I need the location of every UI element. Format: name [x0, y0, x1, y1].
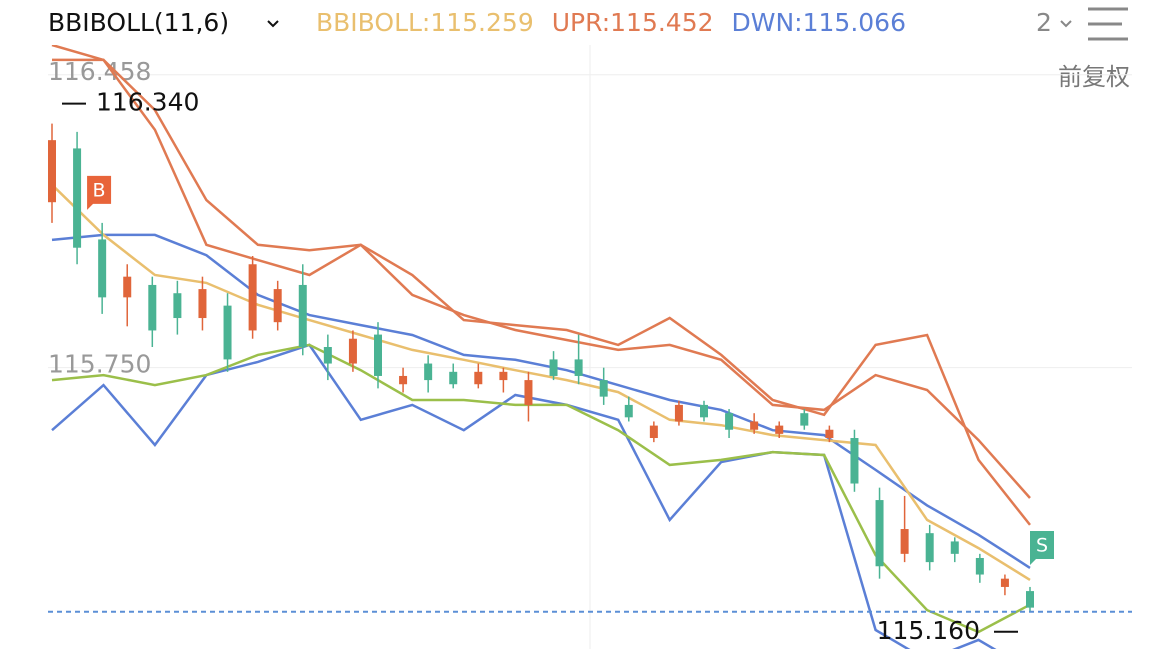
candle-body	[925, 533, 934, 563]
title-chevron[interactable]	[267, 20, 279, 28]
candle-body	[73, 148, 82, 248]
signal-text: B	[93, 179, 106, 201]
period-chevron[interactable]	[1060, 20, 1072, 28]
candle-body	[273, 289, 282, 323]
y-tick-label: 115.750	[48, 350, 151, 379]
candle-body	[148, 284, 157, 331]
signal-badge	[87, 175, 112, 210]
candle-body	[524, 380, 533, 405]
candle-body	[775, 425, 784, 434]
candle-body	[449, 371, 458, 385]
legend-entry: UPR:115.452	[552, 8, 714, 37]
candle-body	[800, 413, 809, 426]
signal-badge	[1030, 530, 1054, 565]
candle-body	[499, 371, 508, 381]
candle-body	[474, 371, 483, 385]
candle-body	[424, 363, 433, 381]
candle-body	[649, 425, 658, 439]
indicator-line	[52, 58, 1031, 499]
candle-body	[850, 438, 859, 484]
candle-body	[574, 359, 583, 376]
candle-body	[348, 338, 357, 364]
candle-body	[173, 293, 182, 319]
candle-body	[374, 334, 382, 376]
indicator-line	[51, 343, 997, 649]
candle-body	[1026, 591, 1034, 608]
candle-body	[98, 239, 107, 298]
y-tick-label: 116.458	[48, 57, 151, 86]
candle-body	[48, 140, 56, 203]
candle-body	[599, 380, 608, 397]
candle-body	[223, 305, 232, 360]
candle-body	[975, 557, 984, 575]
candle-body	[674, 404, 683, 422]
indicator-line	[51, 45, 1031, 526]
candle-body	[198, 289, 207, 319]
adjust-mode[interactable]: 前复权	[1058, 63, 1130, 91]
candle-body	[700, 404, 708, 418]
min-price-label: 115.160	[877, 616, 980, 645]
candle-body	[950, 541, 959, 554]
candle-body	[825, 429, 834, 439]
candle-body	[123, 276, 132, 298]
candle-body	[323, 347, 332, 364]
max-price-label: 116.340	[96, 88, 199, 117]
menu-icon[interactable]	[1088, 7, 1128, 41]
candle-body	[298, 284, 307, 347]
indicator-line	[51, 183, 1031, 581]
candle-body	[725, 413, 734, 430]
signal-text: S	[1036, 534, 1048, 556]
candle-body	[900, 529, 909, 554]
plot-area	[48, 45, 1034, 649]
legend-entry: DWN:115.066	[732, 8, 906, 37]
candle-body	[1000, 578, 1009, 587]
candle-body	[750, 421, 759, 430]
indicator-line	[51, 343, 1031, 634]
legend-entry: BBIBOLL:115.259	[316, 8, 534, 37]
candle-body	[624, 404, 633, 418]
candle-body	[399, 375, 408, 385]
candle-body	[549, 359, 558, 376]
candle-body	[875, 500, 884, 567]
candle-body	[248, 264, 257, 331]
period-selector[interactable]: 2	[1036, 8, 1052, 37]
indicator-title[interactable]: BBIBOLL(11,6)	[48, 8, 229, 37]
indicator-line	[51, 233, 1031, 569]
